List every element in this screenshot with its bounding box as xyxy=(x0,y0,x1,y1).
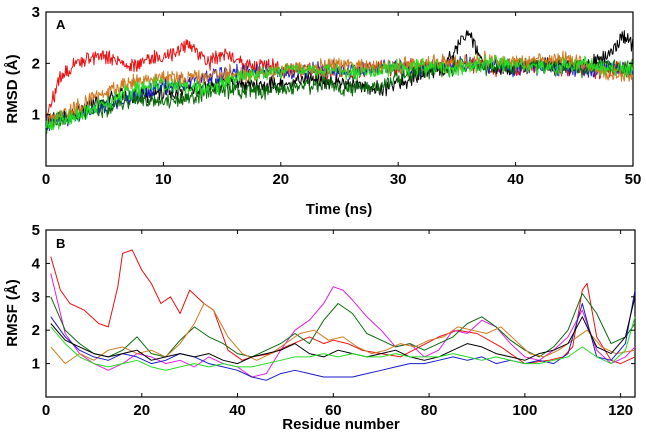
rmsd-series-green xyxy=(45,54,634,131)
rmsd-x-axis-title: Time (ns) xyxy=(306,201,372,218)
rmsf-series-red xyxy=(50,249,636,365)
rmsd-y-tick-label: 1 xyxy=(32,107,40,124)
rmsd-y-tick-label: 2 xyxy=(32,55,40,72)
rmsd-ticks: 0 10 20 30 40 50 1 2 3 xyxy=(32,4,642,188)
rmsf-x-tick-label: 40 xyxy=(229,402,246,419)
rmsd-plot-frame xyxy=(45,11,634,167)
rmsf-y-tick-label: 1 xyxy=(32,356,40,373)
rmsf-x-tick-label: 20 xyxy=(133,402,150,419)
rmsf-x-tick-label: 80 xyxy=(421,402,438,419)
rmsf-series-group xyxy=(50,249,636,381)
rmsf-y-tick-label: 4 xyxy=(32,255,41,272)
rmsd-series-group xyxy=(45,30,634,134)
panel-label-b: B xyxy=(56,236,65,251)
rmsf-x-tick-label: 0 xyxy=(42,402,50,419)
rmsf-series-blue xyxy=(50,290,636,381)
rmsd-series-orange xyxy=(45,50,634,126)
rmsf-x-axis-title: Residue number xyxy=(282,416,400,433)
rmsf-y-tick-label: 3 xyxy=(32,289,40,306)
rmsf-y-axis-title: RMSF (Å) xyxy=(4,279,21,347)
rmsf-series-green xyxy=(50,316,636,371)
panel-label-a: A xyxy=(56,17,66,32)
rmsf-plot-frame xyxy=(45,229,636,398)
rmsf-series-dark-green xyxy=(50,293,636,358)
rmsd-x-tick-label: 10 xyxy=(155,171,172,188)
rmsf-x-tick-label: 60 xyxy=(325,402,342,419)
rmsf-x-tick-label: 120 xyxy=(608,402,633,419)
rmsd-x-tick-label: 50 xyxy=(625,171,642,188)
rmsd-panel: 0 10 20 30 40 50 1 2 3 A Time (ns) RMSD (Å) xyxy=(4,4,641,218)
rmsf-ticks: 0 20 40 60 80 100 120 1 2 3 4 5 xyxy=(32,222,635,419)
rmsd-y-axis-title: RMSD (Å) xyxy=(4,54,21,123)
rmsd-x-tick-label: 0 xyxy=(42,171,50,188)
rmsd-x-tick-label: 40 xyxy=(507,171,524,188)
rmsf-y-tick-label: 5 xyxy=(32,222,40,239)
rmsf-x-tick-label: 100 xyxy=(512,402,537,419)
rmsd-x-tick-label: 30 xyxy=(390,171,407,188)
rmsf-series-orange xyxy=(50,303,636,365)
rmsd-y-tick-label: 3 xyxy=(32,4,40,21)
rmsf-panel: 0 20 40 60 80 100 120 1 2 3 4 5 B Residue number RM… xyxy=(4,222,636,433)
rmsf-series-black xyxy=(50,296,636,365)
rmsd-x-tick-label: 20 xyxy=(272,171,289,188)
rmsf-y-tick-label: 2 xyxy=(32,322,40,339)
